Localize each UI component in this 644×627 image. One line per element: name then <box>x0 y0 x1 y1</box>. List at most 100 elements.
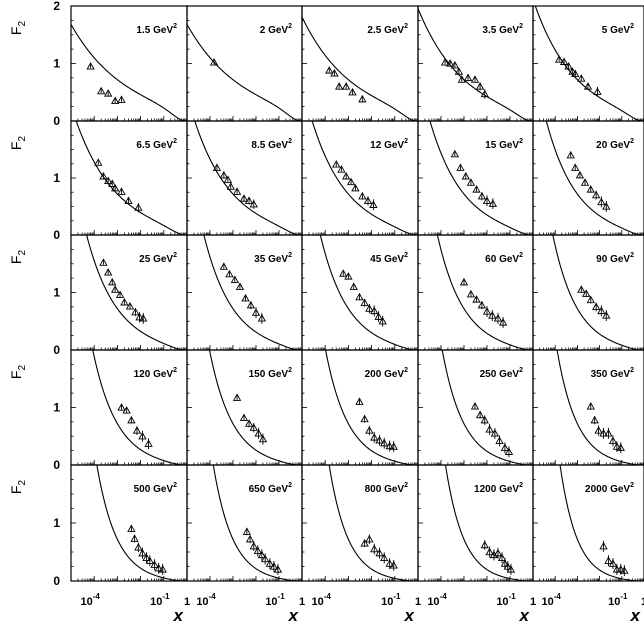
data-point <box>365 534 374 543</box>
x-tick-label: 1 <box>184 596 190 608</box>
panel: 250 GeV2 <box>417 349 534 466</box>
q2-label: 350 GeV2 <box>591 367 634 380</box>
x-axis-title: x <box>288 606 300 625</box>
data-point <box>209 58 219 66</box>
data-point <box>472 185 481 193</box>
panel: 1.5 GeV2 <box>70 5 188 122</box>
panel: 6.5 GeV2 <box>70 120 188 236</box>
data-point <box>599 541 608 550</box>
data-point <box>150 560 159 568</box>
data-point <box>134 543 143 551</box>
panel: 1200 GeV2 <box>417 464 534 582</box>
data-point <box>604 556 613 564</box>
data-point <box>608 559 618 567</box>
data-point <box>130 534 139 542</box>
data-point <box>493 314 503 322</box>
data-point <box>490 429 500 437</box>
data-point <box>591 190 601 199</box>
q2-label: 45 GeV2 <box>370 252 408 265</box>
data-point <box>360 298 369 307</box>
data-point <box>457 75 466 83</box>
y-tick-label: 1 <box>53 57 60 71</box>
data-point <box>265 559 275 567</box>
data-point <box>365 304 374 312</box>
data-point <box>117 187 126 195</box>
data-point <box>575 170 585 179</box>
data-point <box>258 434 268 443</box>
fit-curve <box>328 465 418 581</box>
y-tick-label: 1 <box>53 516 60 530</box>
q2-label: 800 GeV2 <box>365 482 408 495</box>
data-point <box>348 87 357 96</box>
data-point <box>620 566 629 574</box>
data-point <box>380 438 389 447</box>
data-point <box>378 316 387 325</box>
data-point <box>554 55 564 63</box>
y-tick-label: 0 <box>53 114 60 128</box>
x-tick-label: 10-1 <box>496 592 516 608</box>
panel-frame <box>301 5 419 122</box>
data-point <box>246 300 256 309</box>
x-axis-title: x <box>519 606 531 625</box>
data-point <box>355 292 364 301</box>
panel-frame <box>70 349 188 466</box>
data-point <box>454 67 464 75</box>
data-point <box>244 196 254 204</box>
data-point <box>480 89 489 98</box>
data-point <box>586 185 595 193</box>
x-axis-title: x <box>630 606 642 625</box>
data-point <box>374 312 383 320</box>
data-point <box>608 436 618 445</box>
panels-layer: 1.5 GeV2 2 GeV2 2.5 GeV2 3.5 GeV2 5 GeV2 6.5 … <box>70 5 644 582</box>
panel: 35 GeV2 <box>186 234 303 351</box>
data-point <box>251 308 261 316</box>
fit-curve <box>545 121 644 235</box>
data-point <box>325 66 334 74</box>
x-tick-label: 10-1 <box>150 592 170 608</box>
panel-frame <box>301 120 419 236</box>
data-point <box>144 439 153 447</box>
data-point <box>223 175 233 183</box>
data-point <box>380 553 389 561</box>
data-point <box>568 67 577 75</box>
data-point <box>135 312 144 321</box>
data-point <box>257 550 267 559</box>
data-point <box>370 433 379 441</box>
y-tick-label: 2 <box>53 0 60 13</box>
data-point <box>593 87 602 95</box>
data-point <box>616 565 625 573</box>
data-point <box>346 177 356 186</box>
data-point <box>242 527 252 535</box>
data-point <box>244 419 254 427</box>
data-point <box>337 165 346 173</box>
data-point <box>212 163 222 171</box>
data-point <box>616 443 625 451</box>
data-point <box>493 548 503 557</box>
data-point <box>117 403 126 411</box>
data-point <box>370 306 379 315</box>
data-point <box>472 295 481 303</box>
data-point <box>273 565 283 573</box>
data-point <box>463 73 473 82</box>
data-point <box>482 196 492 204</box>
x-axis-title: x <box>173 606 185 625</box>
data-point <box>249 199 258 208</box>
data-point <box>132 426 142 434</box>
data-point <box>108 277 117 286</box>
data-point <box>591 302 601 311</box>
data-point <box>498 318 508 326</box>
data-point <box>115 290 125 298</box>
q2-label: 2.5 GeV2 <box>367 23 408 36</box>
data-point <box>341 171 351 180</box>
panel-frame <box>186 5 303 122</box>
data-point <box>122 406 131 414</box>
data-point <box>86 62 95 70</box>
data-point <box>506 565 516 573</box>
q2-label: 500 GeV2 <box>134 482 177 495</box>
data-point <box>332 159 341 168</box>
data-point <box>219 262 229 270</box>
q2-label: 60 GeV2 <box>485 252 523 265</box>
data-point <box>604 429 613 437</box>
data-point <box>482 307 492 315</box>
